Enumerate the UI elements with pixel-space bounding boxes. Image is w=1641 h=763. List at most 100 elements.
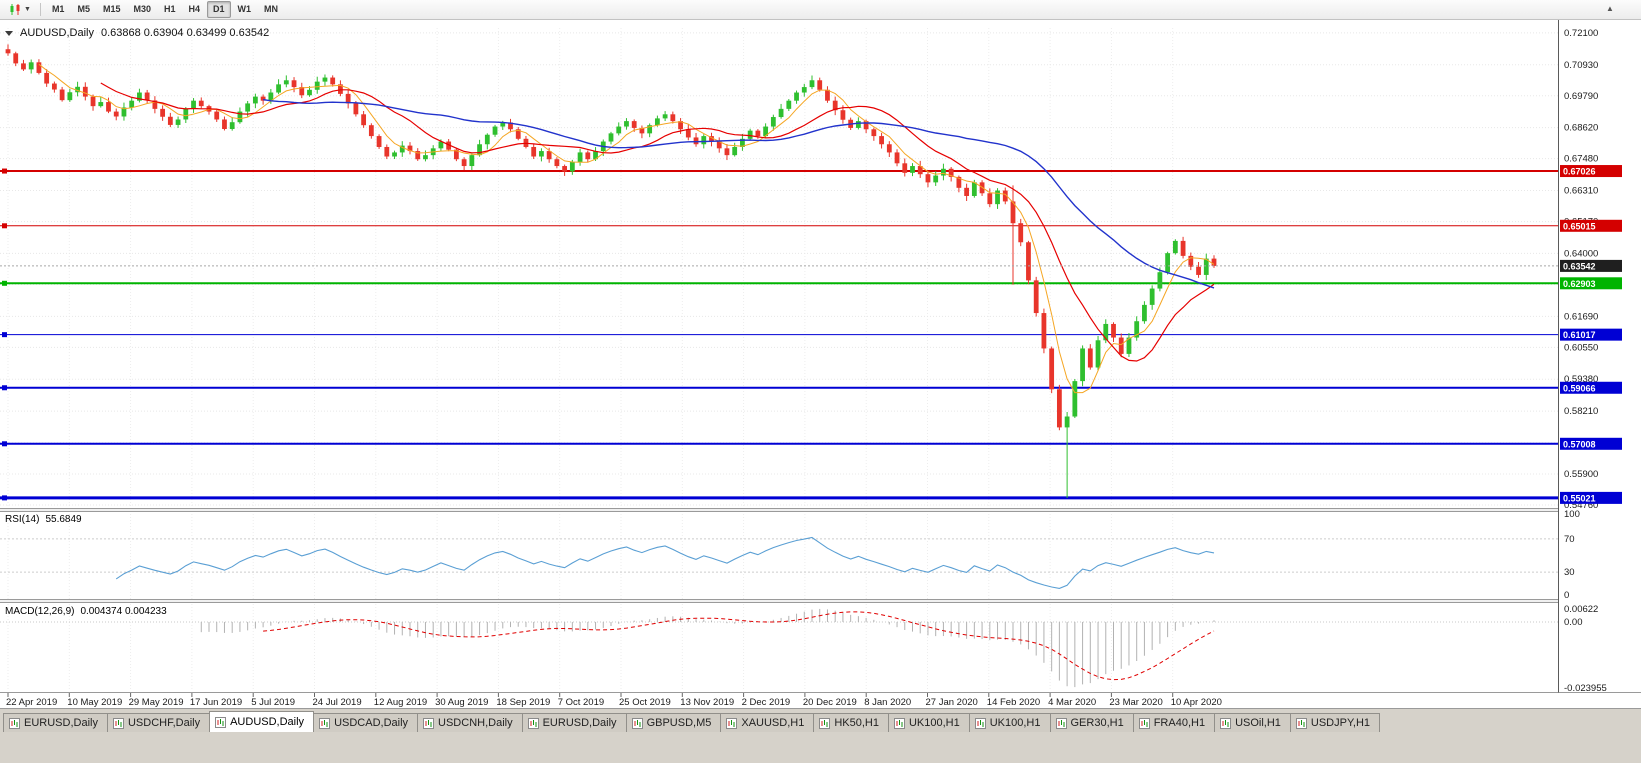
price-level-tag [1560, 491, 1622, 504]
price-level-tag [1560, 165, 1622, 178]
current-price-tag [1560, 259, 1622, 272]
toolbar: ▼ M1 M5 M15 M30 H1 H4 D1 W1 MN ▲ [0, 0, 1641, 20]
level-handle[interactable] [2, 332, 7, 338]
mini-chart-icon [631, 717, 643, 729]
toolbar-separator [39, 3, 41, 16]
chart-canvas[interactable]: 0.72100 0.70930 0.69790 0.68620 0.67480 0.663… [0, 20, 1641, 708]
rsi-axis-label: 70 [1564, 534, 1575, 545]
chart-tab-label: HK50,H1 [834, 717, 879, 729]
price-axis-label: 0.55900 [1564, 469, 1598, 480]
level-handle[interactable] [2, 495, 7, 501]
chart-tab-usdcad-daily[interactable]: USDCAD,Daily [313, 713, 419, 732]
price-level-tag [1560, 328, 1622, 341]
chart-tab-ger30-h1[interactable]: GER30,H1 [1049, 713, 1134, 732]
mini-chart-icon [215, 716, 227, 728]
timeframe-buttons: M1 M5 M15 M30 H1 H4 D1 W1 MN [46, 1, 284, 18]
level-handle[interactable] [2, 280, 7, 286]
date-label: 14 Feb 2020 [987, 697, 1040, 708]
date-label: 8 Jan 2020 [864, 697, 911, 708]
chart-tab-gbpusd-m5[interactable]: GBPUSD,M5 [625, 713, 722, 732]
timeframe-m30[interactable]: M30 [133, 4, 151, 14]
mini-chart-icon [1138, 717, 1150, 729]
price-level-tag [1560, 277, 1622, 290]
macd-axis-label: 0.00622 [1564, 604, 1598, 615]
scroll-up-icon[interactable]: ▲ [1606, 4, 1614, 13]
chart-area: 0.72100 0.70930 0.69790 0.68620 0.67480 0.663… [0, 20, 1641, 708]
timeframe-w1[interactable]: W1 [237, 4, 252, 14]
date-label: 7 Oct 2019 [558, 697, 604, 708]
ma-line-34 [262, 98, 1215, 289]
grid-layer [0, 28, 1558, 691]
chart-tab-bar: EURUSD,Daily USDCHF,Daily AUDUSD,Daily USDC… [0, 708, 1641, 732]
price-axis-label: 0.68620 [1564, 123, 1598, 134]
date-label: 20 Dec 2019 [803, 697, 857, 708]
mini-chart-icon [726, 717, 738, 729]
indicator-panels [0, 536, 1558, 688]
date-label: 27 Jan 2020 [926, 697, 978, 708]
chart-tab-fra40-h1[interactable]: FRA40,H1 [1132, 713, 1216, 732]
chart-tab-usdjpy-h1[interactable]: USDJPY,H1 [1289, 713, 1381, 732]
date-label: 30 Aug 2019 [435, 697, 488, 708]
timeframe-mn[interactable]: MN [264, 4, 279, 14]
mini-chart-icon [319, 717, 331, 729]
chart-tab-label: GBPUSD,M5 [646, 717, 712, 729]
date-label: 12 Aug 2019 [374, 697, 427, 708]
level-handle[interactable] [2, 441, 7, 447]
chart-tab-usdcnh-daily[interactable]: USDCNH,Daily [417, 713, 523, 732]
timeframe-d1[interactable]: D1 [207, 1, 231, 18]
chart-type-icon[interactable]: ▼ [4, 1, 35, 18]
rsi-axis-label: 0 [1564, 590, 1569, 601]
chart-tab-uk100-h1[interactable]: UK100,H1 [887, 713, 970, 732]
price-level-tag [1560, 437, 1622, 450]
price-level-lines [0, 168, 1558, 501]
candles-layer [5, 44, 1217, 498]
chart-tab-label: EURUSD,Daily [24, 717, 98, 729]
price-axis-label: 0.54760 [1564, 500, 1598, 511]
timeframe-m1[interactable]: M1 [51, 4, 65, 14]
price-level-tag-text: 0.59066 [1563, 383, 1596, 393]
timeframe-m15[interactable]: M15 [102, 4, 121, 14]
chart-tab-eurusd-daily[interactable]: EURUSD,Daily [3, 713, 108, 732]
chart-tab-audusd-daily[interactable]: AUDUSD,Daily [209, 711, 315, 732]
level-handle[interactable] [2, 223, 7, 229]
price-axis-label: 0.59380 [1564, 374, 1598, 385]
date-label: 18 Sep 2019 [496, 697, 550, 708]
price-axis-label: 0.69790 [1564, 91, 1598, 102]
date-label: 23 Mar 2020 [1109, 697, 1162, 708]
macd-signal-line [263, 611, 1215, 681]
price-level-tag-text: 0.65015 [1563, 221, 1596, 231]
date-axis: 22 Apr 2019 10 May 2019 29 May 2019 17 Jun … [6, 693, 1222, 708]
mini-chart-icon [893, 717, 905, 729]
price-axis-label: 0.61690 [1564, 311, 1598, 322]
chart-tab-eurusd-daily[interactable]: EURUSD,Daily [521, 713, 627, 732]
date-label: 13 Nov 2019 [680, 697, 734, 708]
axis-chrome: 0.72100 0.70930 0.69790 0.68620 0.67480 0.663… [0, 20, 1641, 694]
date-label: 5 Jul 2019 [251, 697, 295, 708]
price-tags: 0.67026 0.65015 0.62903 0.61017 0.59066 0.570… [1560, 165, 1622, 504]
timeframe-h1[interactable]: H1 [164, 4, 176, 14]
date-label: 29 May 2019 [129, 697, 184, 708]
level-handle[interactable] [2, 385, 7, 391]
chart-tab-uk100-h1[interactable]: UK100,H1 [968, 713, 1051, 732]
rsi-line [115, 536, 1215, 589]
chart-tab-label: AUDUSD,Daily [230, 716, 305, 728]
price-level-tag-text: 0.61017 [1563, 330, 1596, 340]
level-handle[interactable] [2, 168, 7, 174]
chart-tab-label: XAUUSD,H1 [741, 717, 805, 729]
chart-tab-xauusd-h1[interactable]: XAUUSD,H1 [720, 713, 815, 732]
chart-tab-label: GER30,H1 [1070, 717, 1124, 729]
timeframe-h4[interactable]: H4 [188, 4, 201, 14]
chevron-down-icon: ▼ [24, 6, 31, 13]
chart-tab-hk50-h1[interactable]: HK50,H1 [813, 713, 889, 732]
candlestick-chart-icon [10, 4, 20, 15]
date-label: 10 Apr 2020 [1171, 697, 1222, 708]
chart-tab-usdchf-daily[interactable]: USDCHF,Daily [106, 713, 211, 732]
chart-tab-usoil-h1[interactable]: USOil,H1 [1214, 713, 1291, 732]
ma-line-5 [38, 63, 1215, 394]
chart-tab-label: USDJPY,H1 [1310, 717, 1371, 729]
timeframe-m5[interactable]: M5 [77, 4, 90, 14]
mini-chart-icon [1295, 717, 1307, 729]
mini-chart-icon [974, 717, 986, 729]
chart-tab-label: FRA40,H1 [1153, 717, 1206, 729]
